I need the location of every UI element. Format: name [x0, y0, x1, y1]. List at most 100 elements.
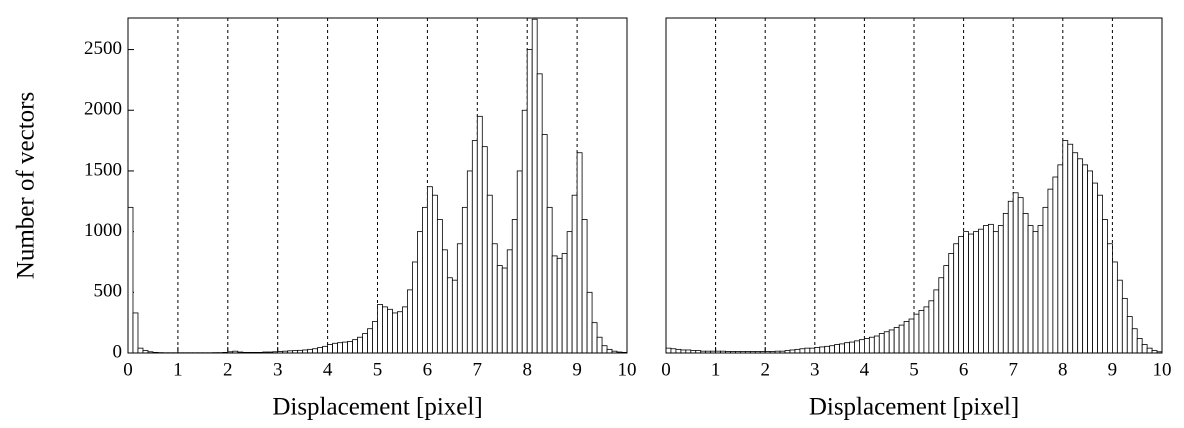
- y-tick-label: 2500: [84, 38, 122, 59]
- bar: [1107, 243, 1113, 354]
- bar: [521, 109, 528, 354]
- bar: [486, 194, 493, 354]
- bar: [1037, 225, 1044, 354]
- bar: [357, 336, 363, 354]
- bar: [551, 255, 558, 354]
- bar: [675, 348, 682, 354]
- bar: [382, 306, 388, 354]
- bar: [1082, 164, 1089, 354]
- bar: [367, 328, 373, 354]
- bar: [441, 249, 448, 354]
- bar: [1027, 225, 1034, 354]
- x-tick-label: 6: [959, 359, 969, 380]
- bar: [898, 324, 905, 354]
- bar: [1131, 328, 1138, 354]
- bar: [1092, 182, 1098, 354]
- bar: [938, 277, 945, 354]
- bar: [307, 348, 314, 354]
- plot-frame: [665, 17, 1163, 354]
- bar: [1012, 192, 1019, 354]
- bar: [1136, 338, 1143, 354]
- bar: [1017, 197, 1024, 354]
- x-tick-label: 4: [323, 359, 333, 380]
- y-tick-label: 2000: [84, 99, 122, 120]
- bar: [1087, 170, 1093, 354]
- bar: [814, 347, 821, 354]
- bar: [958, 236, 965, 354]
- bar: [397, 311, 403, 354]
- bar: [992, 231, 999, 354]
- bar: [466, 170, 473, 354]
- y-tick-label: 500: [94, 281, 123, 302]
- bar: [402, 306, 408, 354]
- bar: [561, 253, 568, 354]
- bar: [426, 186, 433, 354]
- bar: [1102, 219, 1108, 354]
- bar: [546, 206, 553, 354]
- bar: [436, 219, 443, 354]
- bar: [332, 342, 338, 354]
- bar: [1126, 316, 1133, 354]
- bar: [606, 348, 613, 354]
- bar: [873, 335, 880, 354]
- bar: [968, 233, 974, 354]
- bar: [347, 341, 353, 354]
- bar: [471, 140, 478, 354]
- bar: [586, 291, 593, 354]
- bar: [997, 225, 1004, 354]
- bar: [1047, 188, 1054, 354]
- bar: [1077, 158, 1084, 354]
- bar: [127, 206, 134, 354]
- bar: [908, 318, 915, 354]
- bar: [859, 339, 865, 354]
- bar: [819, 346, 826, 354]
- bar: [352, 339, 358, 354]
- bar: [322, 345, 328, 354]
- bar: [601, 345, 608, 354]
- bar: [963, 231, 969, 354]
- bar: [531, 18, 538, 354]
- bar: [536, 73, 543, 354]
- x-tick-label: 0: [123, 359, 133, 380]
- bar: [591, 322, 598, 354]
- bar: [387, 308, 393, 354]
- bar: [596, 336, 603, 354]
- bar: [526, 49, 533, 354]
- bar: [1022, 213, 1029, 354]
- bar: [541, 134, 548, 354]
- bar: [988, 223, 994, 354]
- bar: [1057, 164, 1064, 354]
- bar: [893, 327, 900, 354]
- x-tick-label: 4: [860, 359, 870, 380]
- bar: [883, 331, 890, 354]
- bar: [799, 348, 806, 354]
- bar: [1007, 200, 1014, 354]
- y-tick-label: 0: [113, 341, 123, 362]
- bar: [566, 231, 573, 354]
- bar: [337, 342, 343, 354]
- bar: [829, 345, 836, 354]
- y-axis-label: Number of vectors: [13, 92, 40, 279]
- bar: [481, 146, 488, 354]
- bar: [794, 348, 801, 354]
- bar: [317, 347, 324, 354]
- x-tick-label: 0: [661, 359, 671, 380]
- bar: [576, 152, 583, 354]
- bar: [1121, 297, 1128, 354]
- x-tick-label: 8: [522, 359, 532, 380]
- bar: [1097, 194, 1103, 354]
- x-axis-label: Displacement [pixel]: [809, 394, 1019, 421]
- bar: [928, 300, 935, 354]
- bar: [824, 345, 831, 354]
- x-tick-label: 1: [173, 359, 183, 380]
- bar: [948, 253, 955, 354]
- bar: [670, 348, 677, 354]
- x-tick-label: 7: [1008, 359, 1018, 380]
- bar: [312, 348, 319, 354]
- bar: [1141, 344, 1148, 354]
- x-tick-label: 9: [1108, 359, 1118, 380]
- bar: [362, 333, 368, 354]
- plot-frame: [127, 17, 628, 354]
- bar: [868, 336, 875, 354]
